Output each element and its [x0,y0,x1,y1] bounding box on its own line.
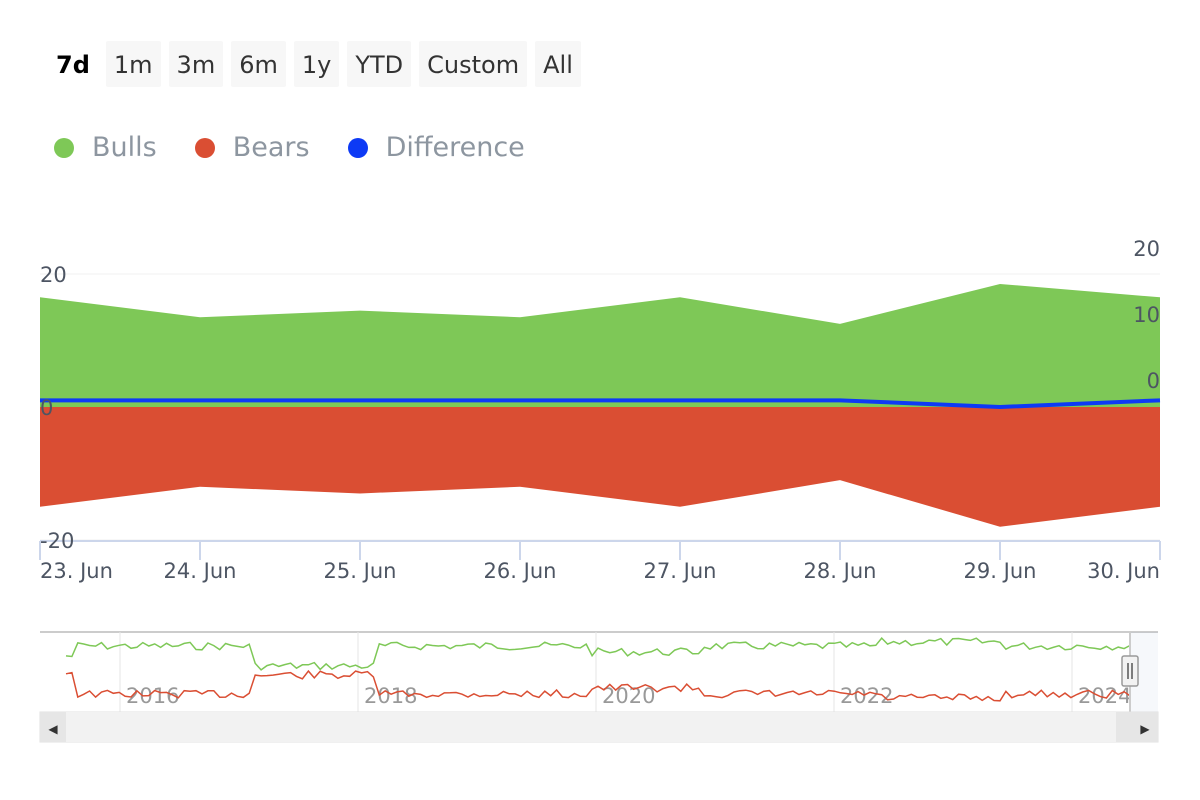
navigator-bears-line [65,669,1131,702]
y-left-tick-label: -20 [40,529,74,553]
scrollbar-right-button[interactable] [1132,712,1158,742]
plot-area: 23. Jun 24. Jun 25. Jun 26. Jun 27. Jun 28. J… [39,237,1161,583]
range-selector: 7d 1m 3m 6m 1y YTD Custom All [48,41,581,87]
legend-label-difference: Difference [385,132,525,163]
y-left-tick-label: 0 [40,396,53,420]
y-right-tick-label: 10 [1133,303,1160,327]
x-tick-label: 24. Jun [164,559,237,583]
chart-legend: Bulls Bears Difference [54,132,525,163]
navigator-year-label: 2016 [126,684,179,708]
legend-marker-bulls [54,137,74,158]
range-button-3m[interactable]: 3m [168,41,224,87]
navigator-year-label: 2022 [840,684,893,708]
y-right-tick-label: 0 [1147,369,1160,393]
x-tick-label: 29. Jun [964,559,1037,583]
legend-item-bears[interactable]: Bears [194,132,310,163]
bears-area [40,407,1160,527]
legend-marker-bears [194,137,215,158]
legend-marker-difference [347,137,368,158]
legend-item-difference[interactable]: Difference [347,132,525,163]
x-tick-label: 28. Jun [804,559,877,583]
navigator-year-label: 2020 [602,684,655,708]
range-button-7d[interactable]: 7d [56,51,90,79]
navigator-year-label: 2024 [1078,684,1131,708]
scrollbar-left-button[interactable] [40,712,66,742]
range-button-1m[interactable]: 1m [105,41,161,87]
scroll-right-arrow-icon: ▶ [1140,722,1150,736]
range-button-1y[interactable]: 1y [293,41,340,87]
scrollbar: ◀ ▶ [39,711,1159,743]
y-left-tick-label: 20 [40,263,67,287]
range-button-ytd[interactable]: YTD [347,41,412,87]
legend-label-bears: Bears [232,132,310,163]
navigator: 2016 2018 2020 2022 2024 [40,631,1158,712]
range-button-all[interactable]: All [535,41,581,87]
bulls-area [40,283,1160,407]
navigator-bulls-line [65,636,1131,671]
y-right-tick-label: 20 [1133,237,1160,261]
scroll-left-arrow-icon: ◀ [48,722,58,736]
x-tick-label: 25. Jun [324,559,397,583]
x-tick-label: 26. Jun [484,559,557,583]
x-tick-label: 23. Jun [40,559,113,583]
legend-item-bulls[interactable]: Bulls [54,132,157,163]
scrollbar-thumb[interactable] [66,712,1116,742]
x-tick-label: 27. Jun [644,559,717,583]
range-button-custom[interactable]: Custom [419,41,528,87]
x-tick-label: 30. Jun [1087,559,1160,583]
difference-line [40,398,1161,409]
range-button-6m[interactable]: 6m [231,41,286,87]
legend-label-bulls: Bulls [92,132,157,163]
navigator-handle[interactable] [1121,655,1139,687]
